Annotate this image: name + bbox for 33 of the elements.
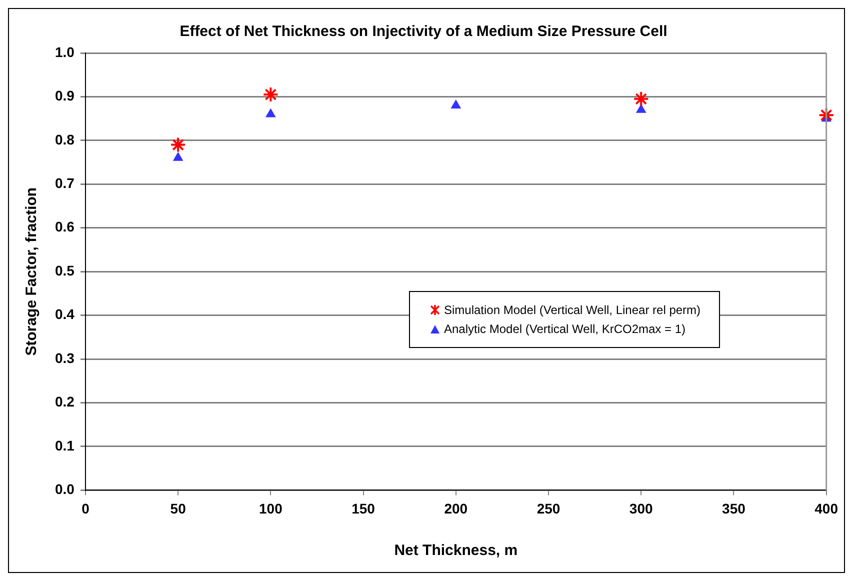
point — [266, 108, 276, 118]
y-axis-title: Storage Factor, fraction — [23, 187, 40, 356]
x-tick-label: 350 — [722, 500, 746, 516]
point — [636, 104, 646, 113]
point — [451, 100, 461, 108]
y-tick-label: 0.2 — [54, 394, 75, 410]
point — [173, 152, 183, 161]
chart-title: Effect of Net Thickness on Injectivity of a Medium Size Pressure Cell — [180, 23, 668, 40]
y-tick-label: 0.1 — [54, 437, 75, 454]
legend-label: Simulation Model (Vertical Well, Linear rel perm) — [444, 303, 701, 317]
legend-label: Analytic Model (Vertical Well, KrCO2max = 1) — [444, 322, 686, 336]
x-tick-label: 250 — [536, 500, 560, 516]
y-tick-label: 0.9 — [54, 88, 75, 104]
x-axis-title: Net Thickness, m — [394, 542, 518, 560]
x-tick-label: 400 — [814, 500, 838, 516]
y-tick-label: 0.3 — [54, 350, 75, 366]
x-tick-label: 150 — [352, 500, 376, 516]
x-tick-label: 50 — [170, 500, 186, 516]
x-tick-label: 0 — [82, 500, 90, 516]
y-tick-label: 0.6 — [54, 218, 75, 235]
y-tick-label: 0.0 — [54, 481, 75, 498]
point — [633, 90, 650, 107]
y-tick-label: 0.7 — [54, 175, 75, 192]
y-tick-label: 0.8 — [54, 131, 75, 148]
x-tick-label: 200 — [444, 500, 468, 516]
point — [170, 136, 186, 153]
y-tick-label: 1.0 — [54, 44, 75, 60]
x-tick-label: 100 — [258, 500, 283, 516]
point — [818, 107, 834, 124]
y-tick-label: 0.4 — [54, 306, 75, 322]
point — [262, 86, 279, 103]
x-tick-label: 300 — [629, 500, 653, 516]
y-tick-label: 0.5 — [54, 262, 75, 278]
